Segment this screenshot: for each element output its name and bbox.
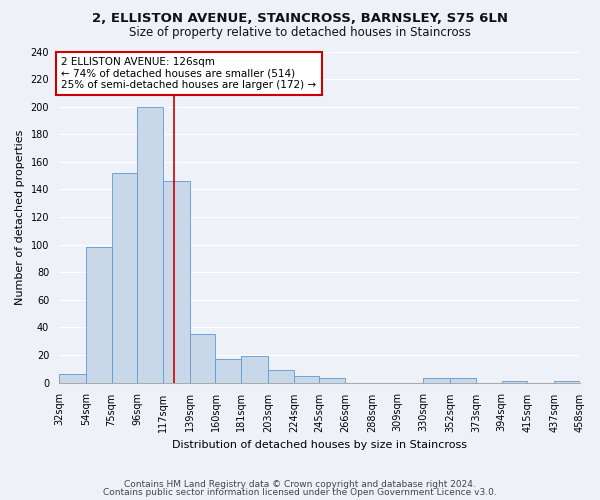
Bar bbox=[86, 248, 112, 382]
Bar bbox=[424, 378, 451, 382]
Bar bbox=[190, 334, 215, 382]
Bar bbox=[137, 106, 163, 382]
Y-axis label: Number of detached properties: Number of detached properties bbox=[15, 130, 25, 304]
Bar bbox=[163, 181, 190, 382]
X-axis label: Distribution of detached houses by size in Staincross: Distribution of detached houses by size … bbox=[172, 440, 467, 450]
Bar bbox=[59, 374, 86, 382]
Bar bbox=[451, 378, 476, 382]
Bar bbox=[554, 381, 580, 382]
Text: 2 ELLISTON AVENUE: 126sqm
← 74% of detached houses are smaller (514)
25% of semi: 2 ELLISTON AVENUE: 126sqm ← 74% of detac… bbox=[61, 57, 316, 90]
Text: Contains HM Land Registry data © Crown copyright and database right 2024.: Contains HM Land Registry data © Crown c… bbox=[124, 480, 476, 489]
Text: Size of property relative to detached houses in Staincross: Size of property relative to detached ho… bbox=[129, 26, 471, 39]
Text: 2, ELLISTON AVENUE, STAINCROSS, BARNSLEY, S75 6LN: 2, ELLISTON AVENUE, STAINCROSS, BARNSLEY… bbox=[92, 12, 508, 26]
Bar bbox=[502, 381, 527, 382]
Text: Contains public sector information licensed under the Open Government Licence v3: Contains public sector information licen… bbox=[103, 488, 497, 497]
Bar bbox=[215, 359, 241, 382]
Bar bbox=[294, 376, 319, 382]
Bar bbox=[268, 370, 294, 382]
Bar bbox=[319, 378, 345, 382]
Bar bbox=[112, 173, 137, 382]
Bar bbox=[241, 356, 268, 382]
